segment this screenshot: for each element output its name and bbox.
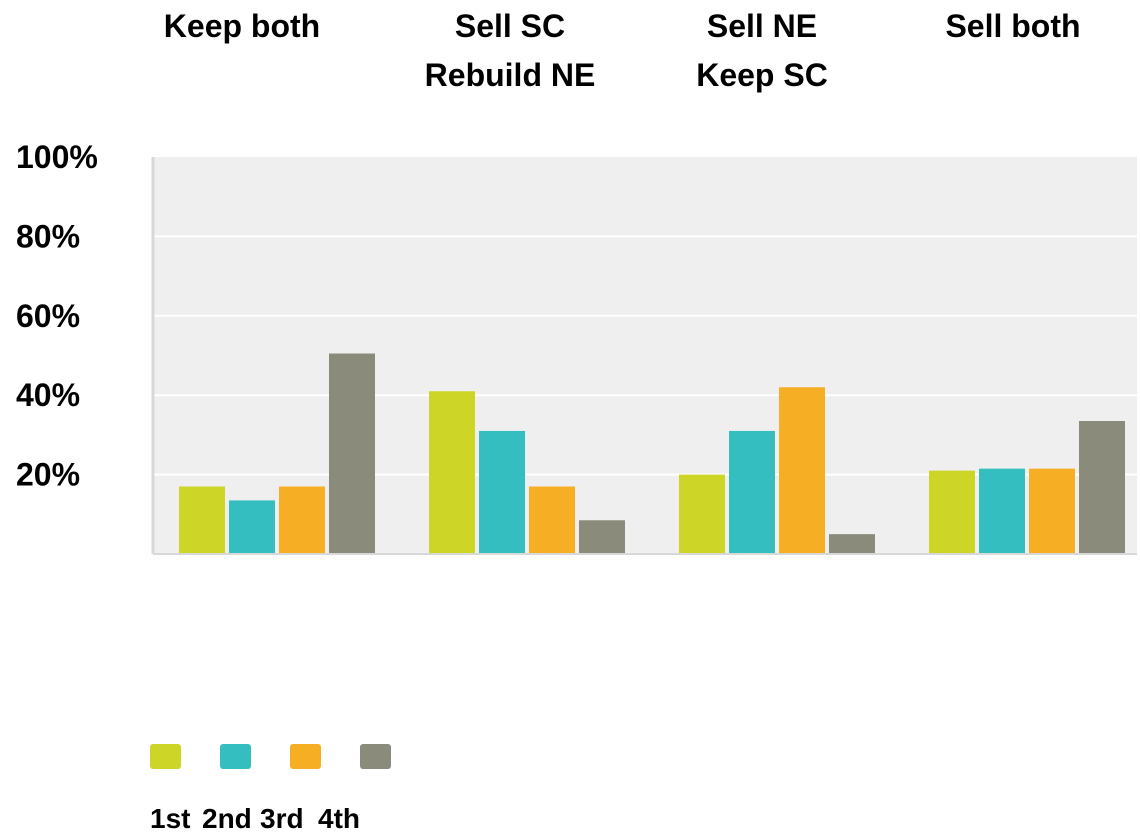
y-tick-label: 80%: [16, 218, 80, 254]
bar-3rd-cat2: [529, 486, 575, 554]
category-label: Sell both: [945, 8, 1080, 44]
bar-2nd-cat1: [229, 500, 275, 554]
bar-4th-cat2: [579, 520, 625, 554]
y-tick-label: 40%: [16, 377, 80, 413]
y-tick-label: 20%: [16, 457, 80, 493]
legend-swatch-3rd: [290, 744, 321, 769]
bar-4th-cat3: [829, 534, 875, 554]
y-axis-tick-labels: 100% 80% 60% 40% 20%: [16, 139, 98, 493]
y-tick-label: 60%: [16, 298, 80, 334]
legend-swatch-1st: [150, 744, 181, 769]
legend-label-1st: 1st: [150, 803, 190, 834]
category-label: Sell SC: [455, 8, 565, 44]
bar-1st-cat1: [179, 486, 225, 554]
legend-label-4th: 4th: [318, 803, 360, 834]
bar-3rd-cat3: [779, 387, 825, 554]
bar-2nd-cat3: [729, 430, 775, 554]
legend-swatch-2nd: [220, 744, 251, 769]
bar-4th-cat4: [1079, 421, 1125, 554]
legend-swatch-4th: [360, 744, 391, 769]
gridlines: [153, 235, 1137, 476]
bar-1st-cat2: [429, 391, 475, 554]
legend: 1st 2nd 3rd 4th: [150, 744, 391, 834]
category-labels: Keep both Sell SC Rebuild NE Sell NE Keep SC…: [164, 8, 1081, 93]
bar-3rd-cat4: [1029, 468, 1075, 554]
bar-3rd-cat1: [279, 486, 325, 554]
category-label: Keep both: [164, 8, 320, 44]
bar-2nd-cat2: [479, 430, 525, 554]
bars: [179, 353, 1125, 554]
category-label: Keep SC: [696, 57, 828, 93]
bar-1st-cat3: [679, 474, 725, 554]
category-label: Sell NE: [707, 8, 817, 44]
bar-2nd-cat4: [979, 468, 1025, 554]
legend-label-3rd: 3rd: [260, 803, 304, 834]
legend-label-2nd: 2nd: [202, 803, 252, 834]
bar-4th-cat1: [329, 353, 375, 554]
category-label: Rebuild NE: [425, 57, 596, 93]
y-tick-label: 100%: [16, 139, 98, 175]
bar-1st-cat4: [929, 470, 975, 554]
